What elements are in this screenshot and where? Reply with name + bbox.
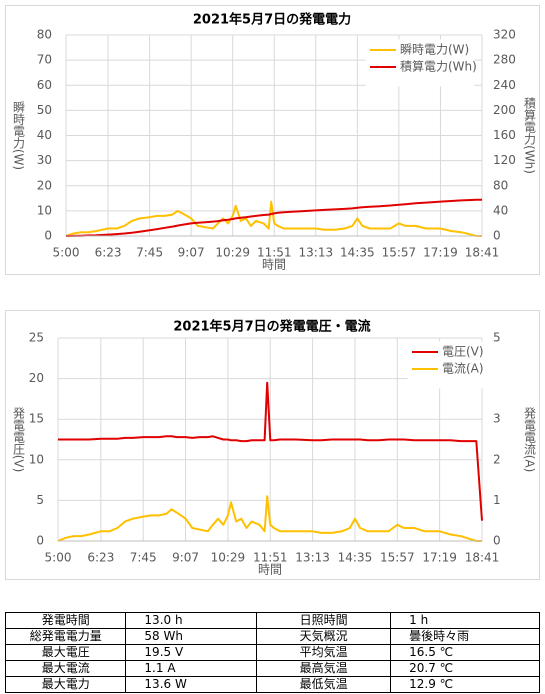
y-axis-title: 発電電圧(V) [12,406,26,472]
y2-tick-label: 200 [493,103,516,117]
table-key: 最大電圧 [4,644,127,661]
y2-tick-label: 240 [493,78,516,92]
x-tick-label: 18:41 [465,246,500,260]
y-tick-label: 0 [36,534,44,548]
y2-tick-label: 80 [493,178,508,192]
line-series [58,381,483,521]
x-tick-label: 17:19 [423,246,458,260]
x-tick-label: 15:57 [380,551,415,565]
y-tick-label: 25 [29,331,44,345]
x-tick-label: 7:45 [130,551,157,565]
y2-tick-label: 3 [493,412,501,426]
legend-label: 電圧(V) [442,345,484,359]
y-tick-label: 40 [37,128,52,142]
table-value: 16.5 ℃ [390,644,540,661]
table-row: 最大電力 13.6 W 最低気温 12.9 ℃ [4,676,540,693]
table-key: 総発電電力量 [4,628,127,645]
table-row: 発電時間 13.0 h 日照時間 1 h [4,612,540,629]
x-tick-label: 13:13 [295,551,330,565]
legend-label: 積算電力(Wh) [400,59,477,74]
legend-box [407,341,517,389]
table-key: 最大電力 [4,676,127,693]
y2-tick-label: 1 [493,493,501,507]
x-tick-label: 14:35 [338,551,373,565]
table-value: 1.1 A [125,660,258,677]
x-tick-label: 17:19 [422,551,457,565]
table-value: 58 Wh [125,628,258,645]
table-key: 日照時間 [256,612,392,629]
x-tick-label: 9:07 [172,551,199,565]
y2-tick-label: 280 [493,53,516,67]
table-key: 最低気温 [256,676,392,693]
legend-box [365,39,475,87]
y2-tick-label: 0 [493,229,501,243]
x-tick-label: 5:00 [53,246,80,260]
y-tick-label: 20 [29,371,44,385]
y-tick-label: 60 [37,78,52,92]
x-tick-label: 10:29 [215,246,250,260]
x-tick-label: 13:13 [299,246,334,260]
table-value: 曇後時々雨 [390,628,540,645]
y2-tick-label: 40 [493,203,508,217]
charts: 2021年5月7日の発電電力01020304050607080040801201… [5,5,540,580]
table-key: 発電時間 [4,612,127,629]
x-tick-label: 15:57 [382,246,417,260]
table-row: 総発電電力量 58 Wh 天気概況 曇後時々雨 [4,628,540,645]
x-tick-label: 6:23 [95,246,122,260]
y-tick-label: 20 [37,178,52,192]
y-axis-title: 瞬時電力(W) [12,100,26,170]
y2-tick-label: 320 [493,28,516,42]
x-tick-label: 18:41 [465,551,500,565]
line-series [65,198,483,237]
x-tick-label: 11:51 [253,551,288,565]
summary-table: 発電時間 13.0 h 日照時間 1 h 総発電電力量 58 Wh 天気概況 曇後時々雨 最大電… [4,612,540,693]
table-row: 最大電圧 19.5 V 平均気温 16.5 ℃ [4,644,540,661]
x-tick-label: 11:51 [257,246,292,260]
table-value: 13.0 h [125,612,258,629]
x-tick-label: 7:45 [136,246,163,260]
line-series [57,495,482,542]
table-value: 13.6 W [125,676,258,693]
table-value: 20.7 ℃ [390,660,540,677]
line-series [65,200,482,237]
table-row: 最大電流 1.1 A 最高気温 20.7 ℃ [4,660,540,677]
x-axis-title: 時間 [258,563,282,577]
y2-tick-label: 5 [493,331,501,345]
chart-title: 2021年5月7日の発電電圧・電流 [173,319,370,335]
y-tick-label: 0 [44,229,52,243]
table-key: 平均気温 [256,644,392,661]
y2-tick-label: 120 [493,153,516,167]
table-value: 12.9 ℃ [390,676,540,693]
y-tick-label: 5 [36,493,44,507]
table-key: 最大電流 [4,660,127,677]
y-tick-label: 10 [29,452,44,466]
y-tick-label: 10 [37,203,52,217]
y2-axis-title: 積算電力(Wh) [523,96,537,174]
y-tick-label: 50 [37,103,52,117]
y-tick-label: 80 [37,28,52,42]
legend-label: 瞬時電力(W) [400,43,469,57]
table-key: 天気概況 [256,628,392,645]
x-axis-title: 時間 [262,258,286,272]
y-tick-label: 70 [37,53,52,67]
x-tick-label: 9:07 [178,246,205,260]
x-tick-label: 6:23 [87,551,114,565]
y-tick-label: 30 [37,153,52,167]
chart-title: 2021年5月7日の発電電力 [193,12,351,28]
legend-label: 電流(A) [442,362,484,376]
y2-tick-label: 160 [493,128,516,142]
y-tick-label: 15 [29,412,44,426]
x-tick-label: 14:35 [340,246,375,260]
y2-tick-label: 2 [493,452,501,466]
y2-tick-label: 0 [493,534,501,548]
table-value: 1 h [390,612,540,629]
table-value: 19.5 V [125,644,258,661]
x-tick-label: 5:00 [45,551,72,565]
x-tick-label: 10:29 [211,551,246,565]
table-key: 最高気温 [256,660,392,677]
y2-axis-title: 発電電流(A) [523,406,537,472]
